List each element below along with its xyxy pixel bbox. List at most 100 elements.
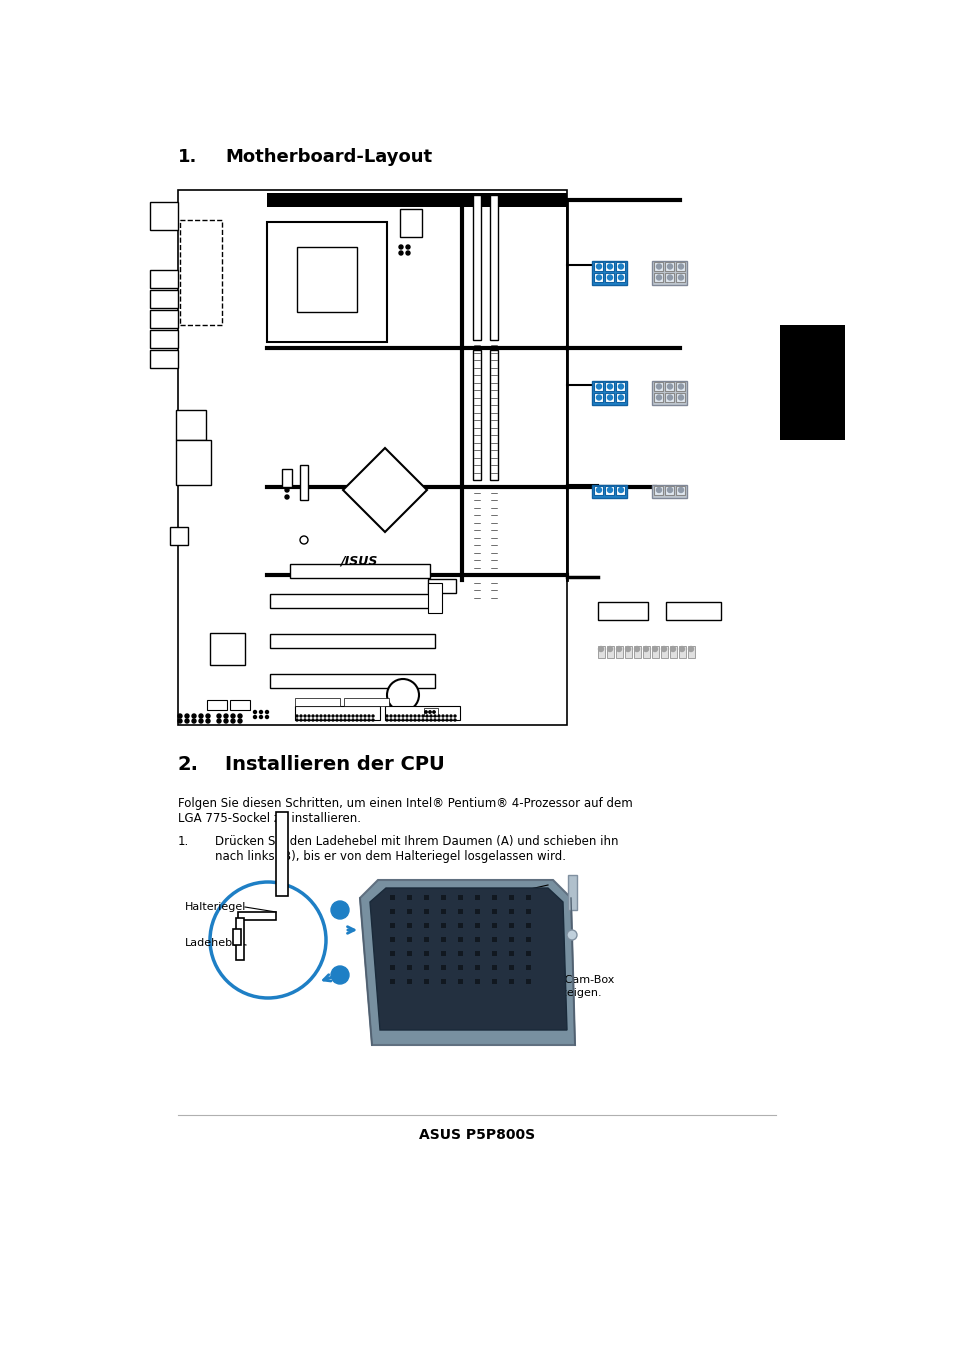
Bar xyxy=(390,894,395,900)
Circle shape xyxy=(315,715,317,717)
Bar xyxy=(654,382,662,390)
Bar xyxy=(594,485,603,494)
Circle shape xyxy=(372,719,374,721)
Circle shape xyxy=(216,719,221,723)
Bar xyxy=(654,485,662,494)
Bar xyxy=(423,909,429,915)
Bar xyxy=(423,951,429,957)
Circle shape xyxy=(312,715,314,717)
Circle shape xyxy=(237,719,242,723)
Circle shape xyxy=(332,715,334,717)
Circle shape xyxy=(596,488,601,493)
Bar xyxy=(592,485,627,497)
Circle shape xyxy=(670,647,675,651)
Bar xyxy=(423,979,429,984)
Bar xyxy=(390,923,395,928)
Circle shape xyxy=(231,713,234,717)
Bar xyxy=(344,698,389,707)
Circle shape xyxy=(441,719,443,721)
Circle shape xyxy=(618,394,623,400)
Circle shape xyxy=(386,719,388,721)
Circle shape xyxy=(688,647,693,651)
Circle shape xyxy=(446,715,448,717)
Circle shape xyxy=(299,536,308,544)
Circle shape xyxy=(406,719,408,721)
Text: PnP-Kappe: PnP-Kappe xyxy=(490,892,548,902)
Circle shape xyxy=(616,647,620,651)
Circle shape xyxy=(185,713,189,717)
Bar xyxy=(492,979,497,984)
Circle shape xyxy=(437,715,439,717)
Circle shape xyxy=(308,719,310,721)
Circle shape xyxy=(265,716,268,719)
Bar xyxy=(457,923,462,928)
Bar xyxy=(390,965,395,970)
Bar xyxy=(665,262,674,272)
Circle shape xyxy=(224,713,228,717)
Bar xyxy=(598,646,604,658)
Bar xyxy=(676,262,685,272)
Bar xyxy=(676,382,685,390)
Circle shape xyxy=(319,715,322,717)
Bar xyxy=(150,203,178,230)
Circle shape xyxy=(450,719,452,721)
Bar xyxy=(407,923,412,928)
Circle shape xyxy=(656,276,660,280)
Bar xyxy=(592,381,627,405)
Bar xyxy=(440,938,446,942)
Circle shape xyxy=(434,715,436,717)
Circle shape xyxy=(426,719,428,721)
Circle shape xyxy=(335,715,337,717)
Bar xyxy=(294,707,379,720)
Bar xyxy=(385,707,459,720)
Text: 1.: 1. xyxy=(178,835,189,848)
Bar xyxy=(634,646,640,658)
Circle shape xyxy=(596,384,601,389)
Circle shape xyxy=(433,711,435,713)
Bar xyxy=(509,923,514,928)
Text: Drücken Sie den Ladehebel mit Ihrem Daumen (A) und schieben ihn: Drücken Sie den Ladehebel mit Ihrem Daum… xyxy=(214,835,618,848)
Circle shape xyxy=(667,263,672,269)
Bar xyxy=(170,527,188,544)
Circle shape xyxy=(398,245,402,249)
Circle shape xyxy=(652,647,657,651)
Bar xyxy=(407,979,412,984)
Bar xyxy=(665,603,720,620)
Circle shape xyxy=(210,882,326,998)
Bar xyxy=(642,646,649,658)
Circle shape xyxy=(253,716,256,719)
Bar xyxy=(150,290,178,308)
Bar xyxy=(440,979,446,984)
Circle shape xyxy=(607,488,612,493)
Circle shape xyxy=(426,715,428,717)
Circle shape xyxy=(678,384,682,389)
Circle shape xyxy=(566,929,577,940)
Bar xyxy=(475,979,479,984)
Circle shape xyxy=(401,719,403,721)
Bar xyxy=(665,485,674,494)
Circle shape xyxy=(352,715,354,717)
Bar xyxy=(270,674,435,688)
Bar xyxy=(525,979,531,984)
Bar xyxy=(665,273,674,282)
Circle shape xyxy=(206,719,210,723)
Bar xyxy=(676,485,685,494)
Circle shape xyxy=(339,719,341,721)
Circle shape xyxy=(308,715,310,717)
Circle shape xyxy=(359,715,361,717)
Circle shape xyxy=(312,719,314,721)
Circle shape xyxy=(667,394,672,400)
Bar xyxy=(654,262,662,272)
Text: nach links (B), bis er von dem Halteriegel losgelassen wird.: nach links (B), bis er von dem Halterieg… xyxy=(214,850,565,863)
Circle shape xyxy=(295,719,297,721)
Circle shape xyxy=(299,715,302,717)
Bar xyxy=(407,965,412,970)
Circle shape xyxy=(417,715,419,717)
Circle shape xyxy=(319,719,322,721)
Circle shape xyxy=(237,713,242,717)
Bar xyxy=(525,951,531,957)
Circle shape xyxy=(199,713,203,717)
Text: ASUS P5P800S: ASUS P5P800S xyxy=(418,1128,535,1142)
Circle shape xyxy=(634,647,639,651)
Bar xyxy=(605,382,614,390)
